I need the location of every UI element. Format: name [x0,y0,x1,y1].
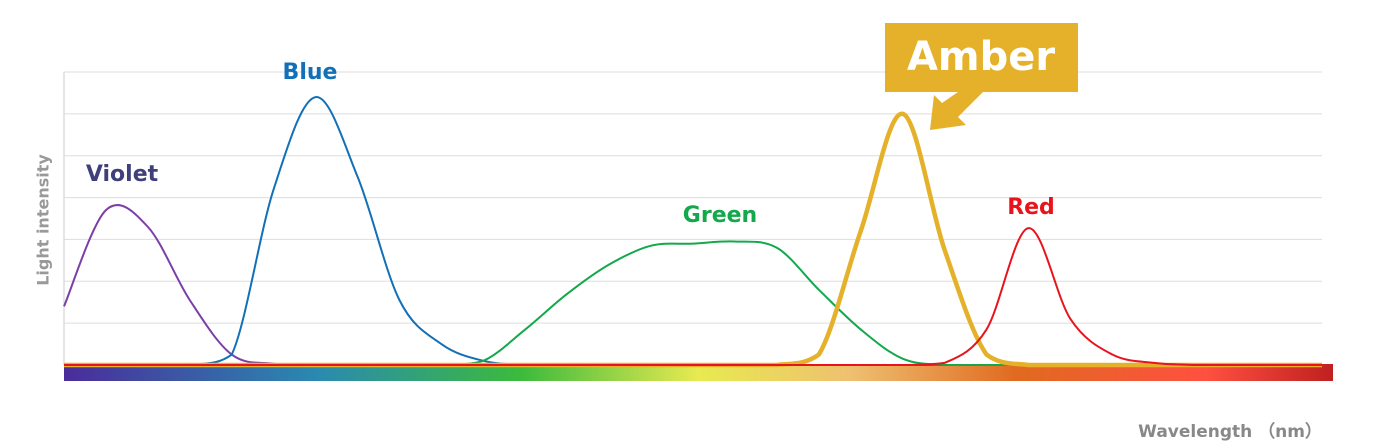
series-label: Amber [907,34,1055,80]
callout-arrow [930,92,983,130]
series-label: Green [683,203,757,228]
x-axis-label: Wavelength （nm） [1138,421,1322,442]
y-axis-label: Light intensity [34,154,53,286]
series-line [64,227,1322,366]
spectrum-bar [64,364,1333,381]
curves [63,71,1322,368]
series-line [63,204,1322,366]
series-label: Violet [86,162,159,187]
series-line [64,96,1322,366]
series-label: Red [1007,195,1055,220]
series-label: Blue [283,60,338,85]
callout-box [885,23,1078,92]
series-line [64,240,1322,366]
